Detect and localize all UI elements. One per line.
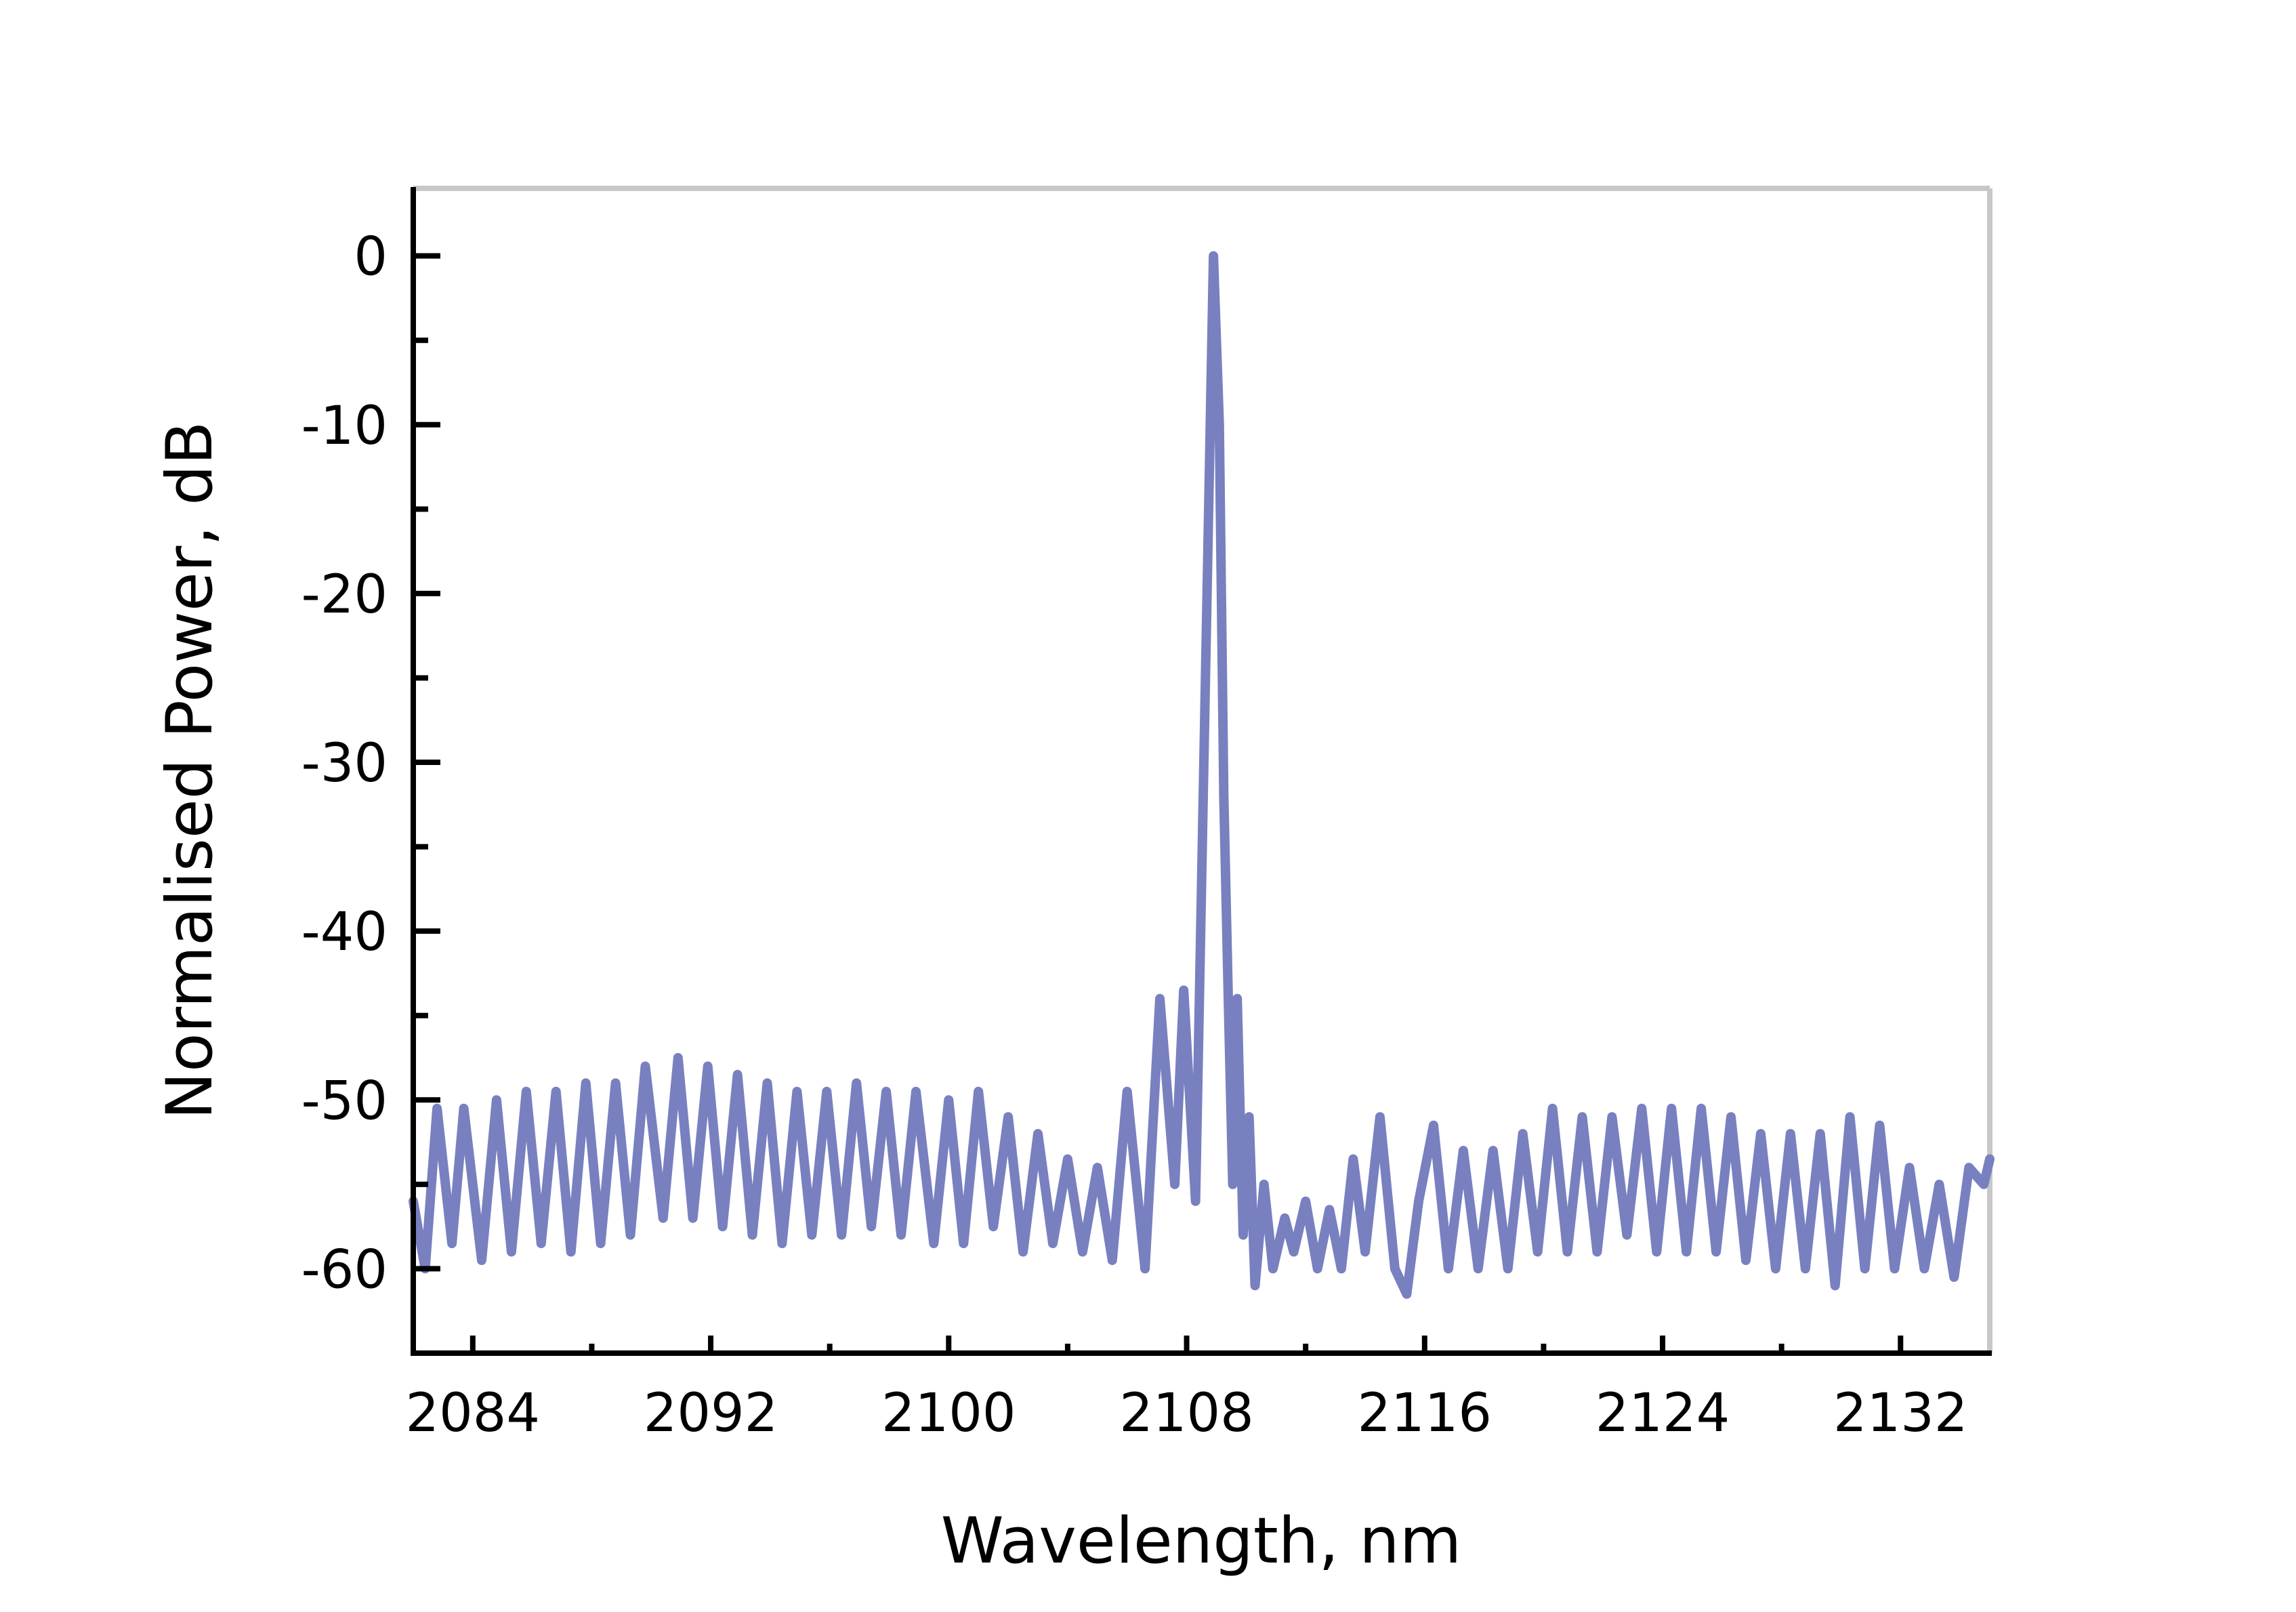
x-axis-label: Wavelength, nm (941, 1504, 1462, 1578)
x-tick-label: 2116 (1358, 1383, 1493, 1444)
y-tick-label: -40 (301, 902, 388, 963)
y-tick-label: -10 (301, 396, 388, 457)
x-tick-label: 2092 (644, 1383, 778, 1444)
y-tick-label: -50 (301, 1071, 388, 1132)
y-ticks: 0 -10 -20 -30 -40 -50 -60 (301, 227, 440, 1300)
x-tick-label: 2132 (1833, 1383, 1968, 1444)
x-tick-label: 2100 (881, 1383, 1016, 1444)
y-axis-label: Normalised Power, dB (153, 421, 227, 1120)
series-line-0 (409, 251, 1995, 1299)
y-tick-label: 0 (354, 227, 388, 288)
y-tick-label: -20 (301, 564, 388, 625)
y-tick-label: -30 (301, 733, 388, 794)
x-tick-label: 2124 (1595, 1383, 1730, 1444)
series-layer (409, 251, 1995, 1299)
x-ticks: 2084 2092 2100 2108 2116 2124 2132 (406, 1336, 1968, 1444)
x-tick-label: 2084 (406, 1383, 541, 1444)
y-tick-label: -60 (301, 1239, 388, 1300)
x-tick-label: 2108 (1119, 1383, 1254, 1444)
